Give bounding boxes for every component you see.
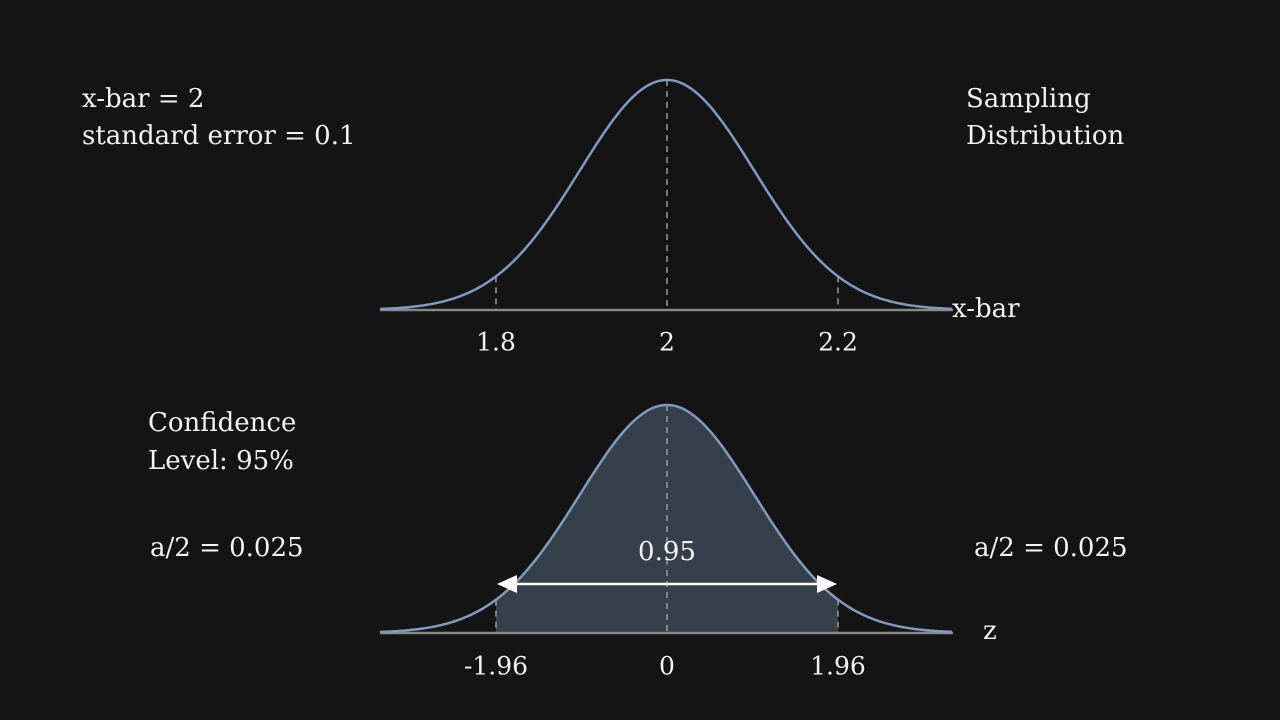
- center-label: 0.95: [638, 537, 696, 567]
- annotation: standard error = 0.1: [82, 121, 356, 151]
- title: Confidence: [148, 408, 296, 438]
- curve: [379, 403, 953, 634]
- arrow-head: [497, 575, 517, 593]
- tick-label: 1.8: [476, 328, 516, 357]
- annotation: x-bar = 2: [82, 84, 204, 114]
- tick-label: 2: [659, 328, 675, 357]
- tick-label: -1.96: [464, 652, 528, 681]
- title: Sampling: [966, 84, 1091, 114]
- title: Distribution: [966, 121, 1125, 151]
- curve: [379, 78, 953, 311]
- arrow-head: [817, 575, 837, 593]
- tick-label: 1.96: [810, 652, 866, 681]
- axis-label: z: [983, 616, 997, 646]
- curves: [379, 78, 953, 635]
- title: Level: 95%: [148, 446, 294, 476]
- tick-label: 2.2: [818, 328, 858, 357]
- axis-label: x-bar: [952, 294, 1020, 324]
- tail-label: a/2 = 0.025: [974, 533, 1128, 563]
- tick-label: 0: [659, 652, 675, 681]
- tail-label: a/2 = 0.025: [150, 533, 304, 563]
